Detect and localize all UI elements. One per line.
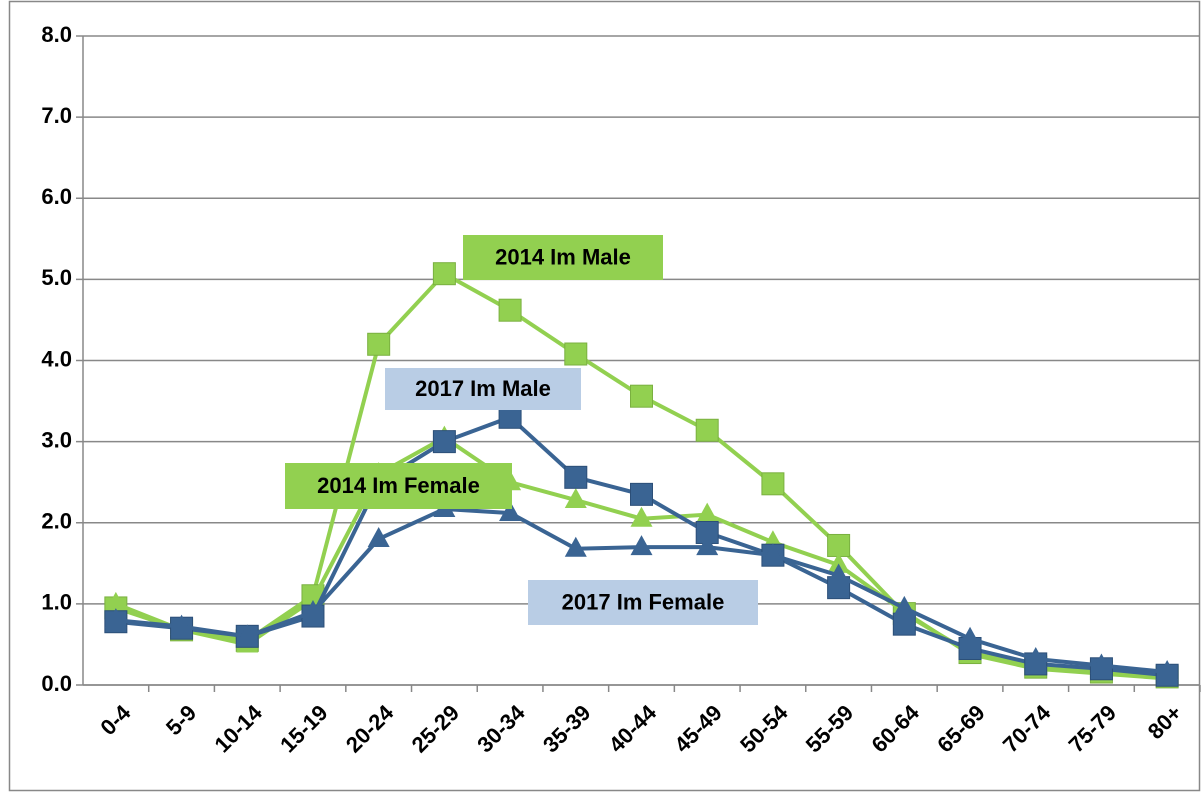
marker (170, 614, 193, 635)
series-label: 2017 Im Male (415, 376, 551, 401)
marker (761, 472, 785, 496)
marker (104, 591, 127, 612)
y-tick-label: 5.0 (41, 265, 72, 290)
y-tick-label: 0.0 (41, 671, 72, 696)
y-tick-label: 7.0 (41, 103, 72, 128)
y-tick-label: 8.0 (41, 22, 72, 47)
chart-border (8, 0, 1201, 792)
series-label: 2017 Im Female (562, 589, 725, 614)
marker (1090, 653, 1113, 674)
marker (959, 626, 982, 647)
y-tick-label: 6.0 (41, 184, 72, 209)
marker (630, 384, 653, 408)
series-label-box (385, 368, 581, 410)
marker (695, 418, 719, 442)
marker (696, 535, 719, 556)
marker (432, 430, 456, 454)
marker (892, 612, 916, 636)
marker (893, 595, 916, 616)
marker (367, 332, 391, 356)
y-tick-label: 3.0 (41, 427, 72, 452)
marker (564, 488, 587, 509)
y-tick-label: 4.0 (41, 346, 72, 371)
marker (1024, 647, 1047, 668)
marker (696, 502, 719, 523)
marker (236, 624, 259, 645)
marker (1156, 660, 1179, 681)
series-label-box (528, 580, 758, 625)
marker (630, 506, 653, 527)
marker (301, 599, 324, 620)
marker (827, 552, 850, 573)
marker (564, 536, 587, 557)
marker (761, 543, 784, 564)
marker (827, 563, 850, 584)
y-tick-label: 2.0 (41, 509, 72, 534)
marker (630, 482, 653, 506)
series-label: 2014 Im Male (495, 244, 631, 269)
marker (499, 501, 522, 522)
series-label-box (285, 463, 512, 509)
series-label-box (463, 235, 663, 280)
marker (104, 608, 127, 629)
marker (498, 298, 522, 322)
marker (564, 465, 588, 489)
y-tick-label: 1.0 (41, 590, 72, 615)
marker (367, 526, 390, 547)
marker (432, 262, 456, 286)
marker (630, 535, 653, 556)
marker (564, 342, 588, 366)
series-label: 2014 Im Female (317, 473, 480, 498)
